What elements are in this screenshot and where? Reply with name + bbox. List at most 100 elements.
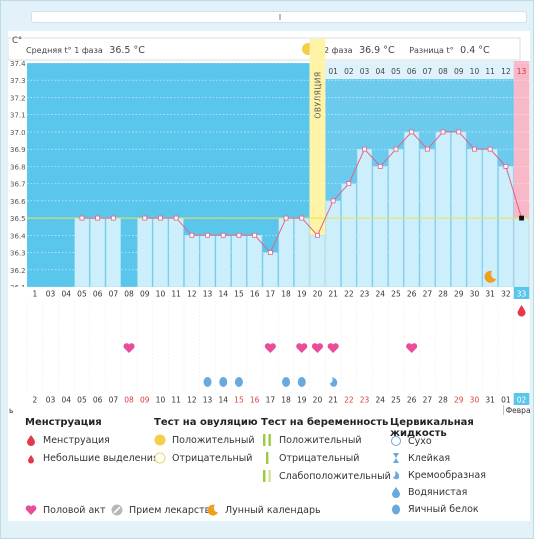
day-label: 15 (234, 290, 244, 299)
legend-cervical-dry-label: Сухо (408, 435, 432, 447)
day-label: 16 (250, 290, 260, 299)
temperature-bar (215, 235, 231, 288)
legend-cervical-eggwhite-label: Яичный белок (408, 503, 479, 515)
yellow-circle-icon (154, 434, 166, 446)
egg-white-icon (390, 503, 402, 515)
month-label-left: ь (9, 406, 13, 415)
legend-cervical-watery: Водянистая (390, 486, 467, 498)
cycle-day-label: 02 (344, 67, 354, 76)
legend-intercourse-label: Половой акт (43, 504, 106, 516)
phase2-summary: 2 фаза 36.9 °C Разница t° 0.4 °C (324, 45, 490, 56)
date-label: 03 (46, 396, 56, 405)
legend-menstruation-title: Менструация (25, 417, 102, 428)
temperature-bar (404, 131, 420, 288)
cycle-day-today-cell (513, 61, 530, 79)
blood-drop-icon (25, 434, 37, 446)
scroll-grip[interactable] (279, 14, 281, 20)
temperature-bar (137, 217, 153, 288)
heart-icon (311, 343, 324, 353)
y-tick-label: 37.3 (10, 77, 26, 85)
date-label: 31 (485, 396, 495, 405)
cycle-day-label: 12 (501, 67, 511, 76)
horizontal-scrollbar[interactable] (31, 11, 527, 23)
day-label: 08 (124, 290, 134, 299)
date-label: 24 (375, 396, 385, 405)
legend-menstruation-label: Менструация (43, 434, 110, 446)
day-label: 32 (501, 290, 511, 299)
day-label: 33 (517, 290, 527, 299)
temperature-bar (74, 217, 90, 288)
date-label: 08 (124, 396, 134, 405)
day-label: 04 (61, 290, 71, 299)
date-label: 09 (140, 396, 150, 405)
temperature-bar (325, 200, 341, 288)
temperature-point (110, 215, 116, 221)
legend-cervical-creamy-label: Кремообразная (408, 469, 486, 481)
phase2-value: 36.9 °C (359, 45, 395, 56)
legend-pregnancy-weak: Слабоположительный (261, 470, 391, 482)
date-label: 22 (344, 396, 354, 405)
temperature-point (519, 215, 524, 221)
temperature-point (142, 215, 148, 221)
pill-icon (111, 504, 123, 516)
y-tick-label: 37.1 (10, 112, 26, 120)
legend-cervical-creamy: Кремообразная (390, 469, 486, 481)
date-label: 10 (156, 396, 166, 405)
today-date-cell (513, 393, 530, 405)
weak-stripes-icon (261, 470, 273, 482)
day-label: 10 (156, 290, 166, 299)
day-label: 21 (328, 290, 338, 299)
temperature-point (189, 232, 195, 238)
day-label: 25 (391, 290, 401, 299)
cycle-day-strip (325, 61, 530, 79)
temperature-bar (262, 252, 278, 288)
legend-cervical-watery-label: Водянистая (408, 486, 468, 498)
ovulation-column (309, 39, 326, 287)
cycle-day-label: 04 (375, 67, 385, 76)
date-label: 14 (218, 396, 228, 405)
temperature-point (95, 215, 101, 221)
temperature-point (252, 232, 258, 238)
temperature-point (267, 250, 273, 255)
legend-ovulation-negative-label: Отрицательный (172, 452, 253, 464)
date-label: 07 (109, 396, 119, 405)
temperature-point (503, 163, 509, 169)
temperature-point (220, 232, 226, 238)
day-label: 18 (281, 290, 291, 299)
day-label: 28 (438, 290, 448, 299)
blood-drop-icon (517, 305, 526, 317)
unit-label: C° (12, 36, 22, 46)
temperature-point (487, 146, 493, 152)
legend-cervical-sticky-label: Клейкая (408, 452, 451, 464)
temperature-point (299, 215, 305, 221)
day-label: 1 (32, 290, 37, 299)
small-drop-icon (25, 452, 37, 464)
phase1-summary: Средняя t° 1 фаза 36.5 °C (26, 45, 145, 56)
temperature-bar (435, 131, 451, 288)
legend-cervical-eggwhite: Яичный белок (390, 503, 479, 515)
heart-icon (327, 343, 339, 353)
temperature-point (456, 129, 462, 135)
day-label: 23 (360, 290, 370, 299)
y-tick-label: 36.6 (10, 198, 26, 206)
temperature-point (173, 215, 179, 221)
date-label: 04 (61, 396, 71, 405)
cycle-day-label: 11 (485, 67, 495, 76)
legend-medication-label: Прием лекарств (129, 504, 211, 516)
day-label: 27 (423, 290, 433, 299)
heart-icon (264, 343, 276, 353)
day-label: 06 (93, 290, 103, 299)
temperature-bar (341, 183, 357, 288)
egg-white-icon (234, 377, 243, 387)
y-tick-label: 37.2 (10, 94, 26, 102)
temperature-point (205, 232, 210, 238)
day-label: 07 (109, 290, 119, 299)
temperature-point (79, 215, 85, 221)
legend-lunar: Лунный календарь (207, 504, 321, 516)
legend-pregnancy-positive: Положительный (261, 434, 362, 446)
temperature-bar (184, 235, 200, 288)
day-label: 24 (375, 290, 385, 299)
date-label: 02 (517, 396, 527, 405)
temperature-point (440, 129, 446, 135)
date-label: 21 (328, 396, 338, 405)
